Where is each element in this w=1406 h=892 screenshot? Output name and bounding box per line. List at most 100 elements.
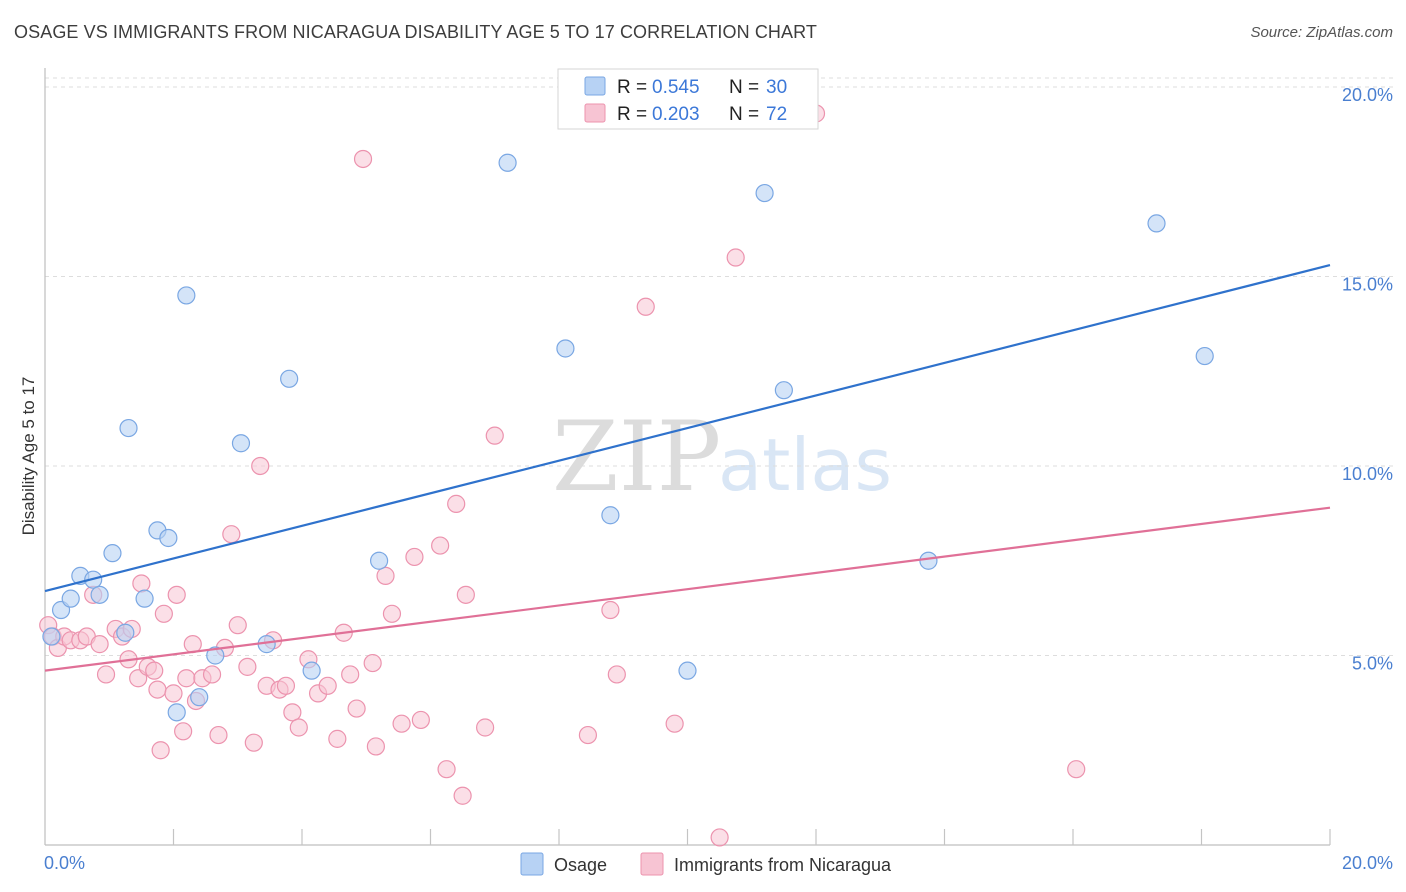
osage-point-23 — [601, 506, 620, 525]
nicaragua-point-21 — [164, 684, 183, 703]
osage-point-20 — [370, 551, 389, 570]
legend-r-label-osage: R = — [617, 77, 647, 98]
nicaragua-point-53 — [382, 604, 402, 623]
osage-point-19 — [302, 661, 321, 680]
nicaragua-point-60 — [453, 786, 472, 805]
osage-point-15 — [206, 646, 225, 665]
nicaragua-point-32 — [228, 616, 247, 635]
y-tick-label: 20.0% — [1342, 85, 1393, 105]
legend-r-value-osage: 0.545 — [652, 77, 700, 98]
nicaragua-point-49 — [353, 149, 373, 169]
osage-points — [42, 153, 1214, 722]
nicaragua-point-34 — [244, 733, 263, 752]
nicaragua-point-55 — [405, 547, 424, 567]
x-axis-ticks — [172, 829, 1331, 845]
y-axis-label: Disability Age 5 to 17 — [19, 377, 38, 536]
osage-point-0 — [42, 627, 61, 646]
osage-point-25 — [755, 183, 774, 203]
nicaragua-point-67 — [636, 297, 655, 316]
nicaragua-point-54 — [392, 714, 411, 733]
nicaragua-point-29 — [209, 725, 228, 745]
osage-point-26 — [774, 381, 793, 400]
nicaragua-point-35 — [251, 456, 270, 476]
osage-point-2 — [61, 589, 80, 608]
osage-point-22 — [556, 339, 575, 358]
bottom-legend-swatch-osage — [520, 852, 544, 876]
nicaragua-point-72 — [1067, 760, 1086, 779]
nicaragua-point-70 — [726, 248, 745, 267]
nicaragua-point-15 — [132, 574, 151, 593]
nicaragua-point-39 — [276, 676, 296, 695]
osage-point-14 — [190, 688, 209, 707]
osage-point-6 — [103, 544, 122, 563]
osage-point-13 — [177, 286, 196, 305]
correlation-legend: R = 0.545 N = 30 R = 0.203 N = 72 — [557, 68, 819, 130]
nicaragua-point-41 — [289, 718, 308, 737]
osage-point-21 — [498, 153, 517, 172]
legend-swatch-nicaragua — [584, 103, 606, 123]
nicaragua-point-64 — [578, 725, 598, 745]
osage-point-18 — [280, 369, 299, 388]
nicaragua-trend-line — [44, 506, 1331, 672]
osage-point-9 — [135, 589, 154, 608]
gridlines — [45, 77, 1393, 656]
osage-point-8 — [119, 418, 138, 438]
nicaragua-point-8 — [90, 635, 109, 654]
osage-trend-line — [44, 264, 1331, 593]
osage-point-11 — [159, 528, 178, 548]
nicaragua-point-57 — [431, 536, 450, 555]
legend-r-label-nicaragua: R = — [617, 104, 647, 125]
nicaragua-point-19 — [151, 741, 170, 760]
bottom-legend-label-nicaragua: Immigrants from Nicaragua — [674, 855, 892, 875]
nicaragua-point-59 — [447, 494, 466, 513]
nicaragua-point-44 — [318, 676, 337, 695]
nicaragua-point-24 — [177, 669, 196, 688]
y-tick-label: 10.0% — [1342, 464, 1393, 484]
osage-point-29 — [1195, 346, 1214, 366]
trend-lines — [44, 264, 1331, 672]
nicaragua-point-20 — [154, 604, 173, 623]
nicaragua-point-61 — [456, 585, 475, 604]
y-tick-labels: 5.0% 10.0% 15.0% 20.0% — [1342, 85, 1393, 674]
nicaragua-point-50 — [363, 653, 382, 673]
nicaragua-point-18 — [148, 680, 167, 699]
nicaragua-point-47 — [341, 665, 360, 684]
nicaragua-point-22 — [167, 585, 186, 604]
nicaragua-point-45 — [328, 729, 347, 748]
bottom-legend-swatch-nicaragua — [640, 852, 664, 876]
osage-point-12 — [167, 703, 186, 722]
legend-n-value-osage: 30 — [766, 77, 787, 98]
nicaragua-point-40 — [283, 703, 302, 722]
nicaragua-point-52 — [376, 566, 395, 585]
y-tick-label: 15.0% — [1342, 274, 1393, 294]
source-label: Source: ZipAtlas.com — [1250, 24, 1393, 41]
nicaragua-point-28 — [202, 665, 222, 684]
watermark-atlas: atlas — [718, 423, 892, 507]
legend-n-value-nicaragua: 72 — [766, 104, 787, 125]
y-tick-label: 5.0% — [1352, 653, 1393, 673]
nicaragua-point-65 — [601, 600, 620, 620]
nicaragua-point-51 — [366, 737, 385, 756]
nicaragua-point-68 — [665, 714, 684, 733]
nicaragua-point-48 — [347, 699, 366, 718]
osage-point-7 — [116, 623, 135, 642]
nicaragua-point-66 — [607, 665, 626, 684]
nicaragua-point-56 — [411, 710, 430, 730]
nicaragua-point-63 — [485, 426, 504, 445]
watermark-zip: ZIP — [552, 401, 721, 513]
legend-n-label-nicaragua: N = — [729, 104, 759, 125]
nicaragua-point-58 — [437, 760, 456, 779]
osage-point-24 — [678, 661, 697, 680]
x-tick-label-right: 20.0% — [1342, 853, 1393, 873]
osage-point-28 — [1147, 214, 1166, 233]
nicaragua-point-69 — [710, 828, 729, 847]
chart-title: OSAGE VS IMMIGRANTS FROM NICARAGUA DISAB… — [14, 22, 818, 42]
legend-n-label-osage: N = — [729, 77, 759, 98]
nicaragua-point-9 — [96, 665, 116, 684]
nicaragua-point-62 — [476, 718, 495, 737]
osage-point-27 — [919, 551, 938, 570]
legend-r-value-nicaragua: 0.203 — [652, 104, 700, 125]
osage-point-16 — [231, 434, 251, 453]
nicaragua-point-17 — [145, 661, 164, 680]
